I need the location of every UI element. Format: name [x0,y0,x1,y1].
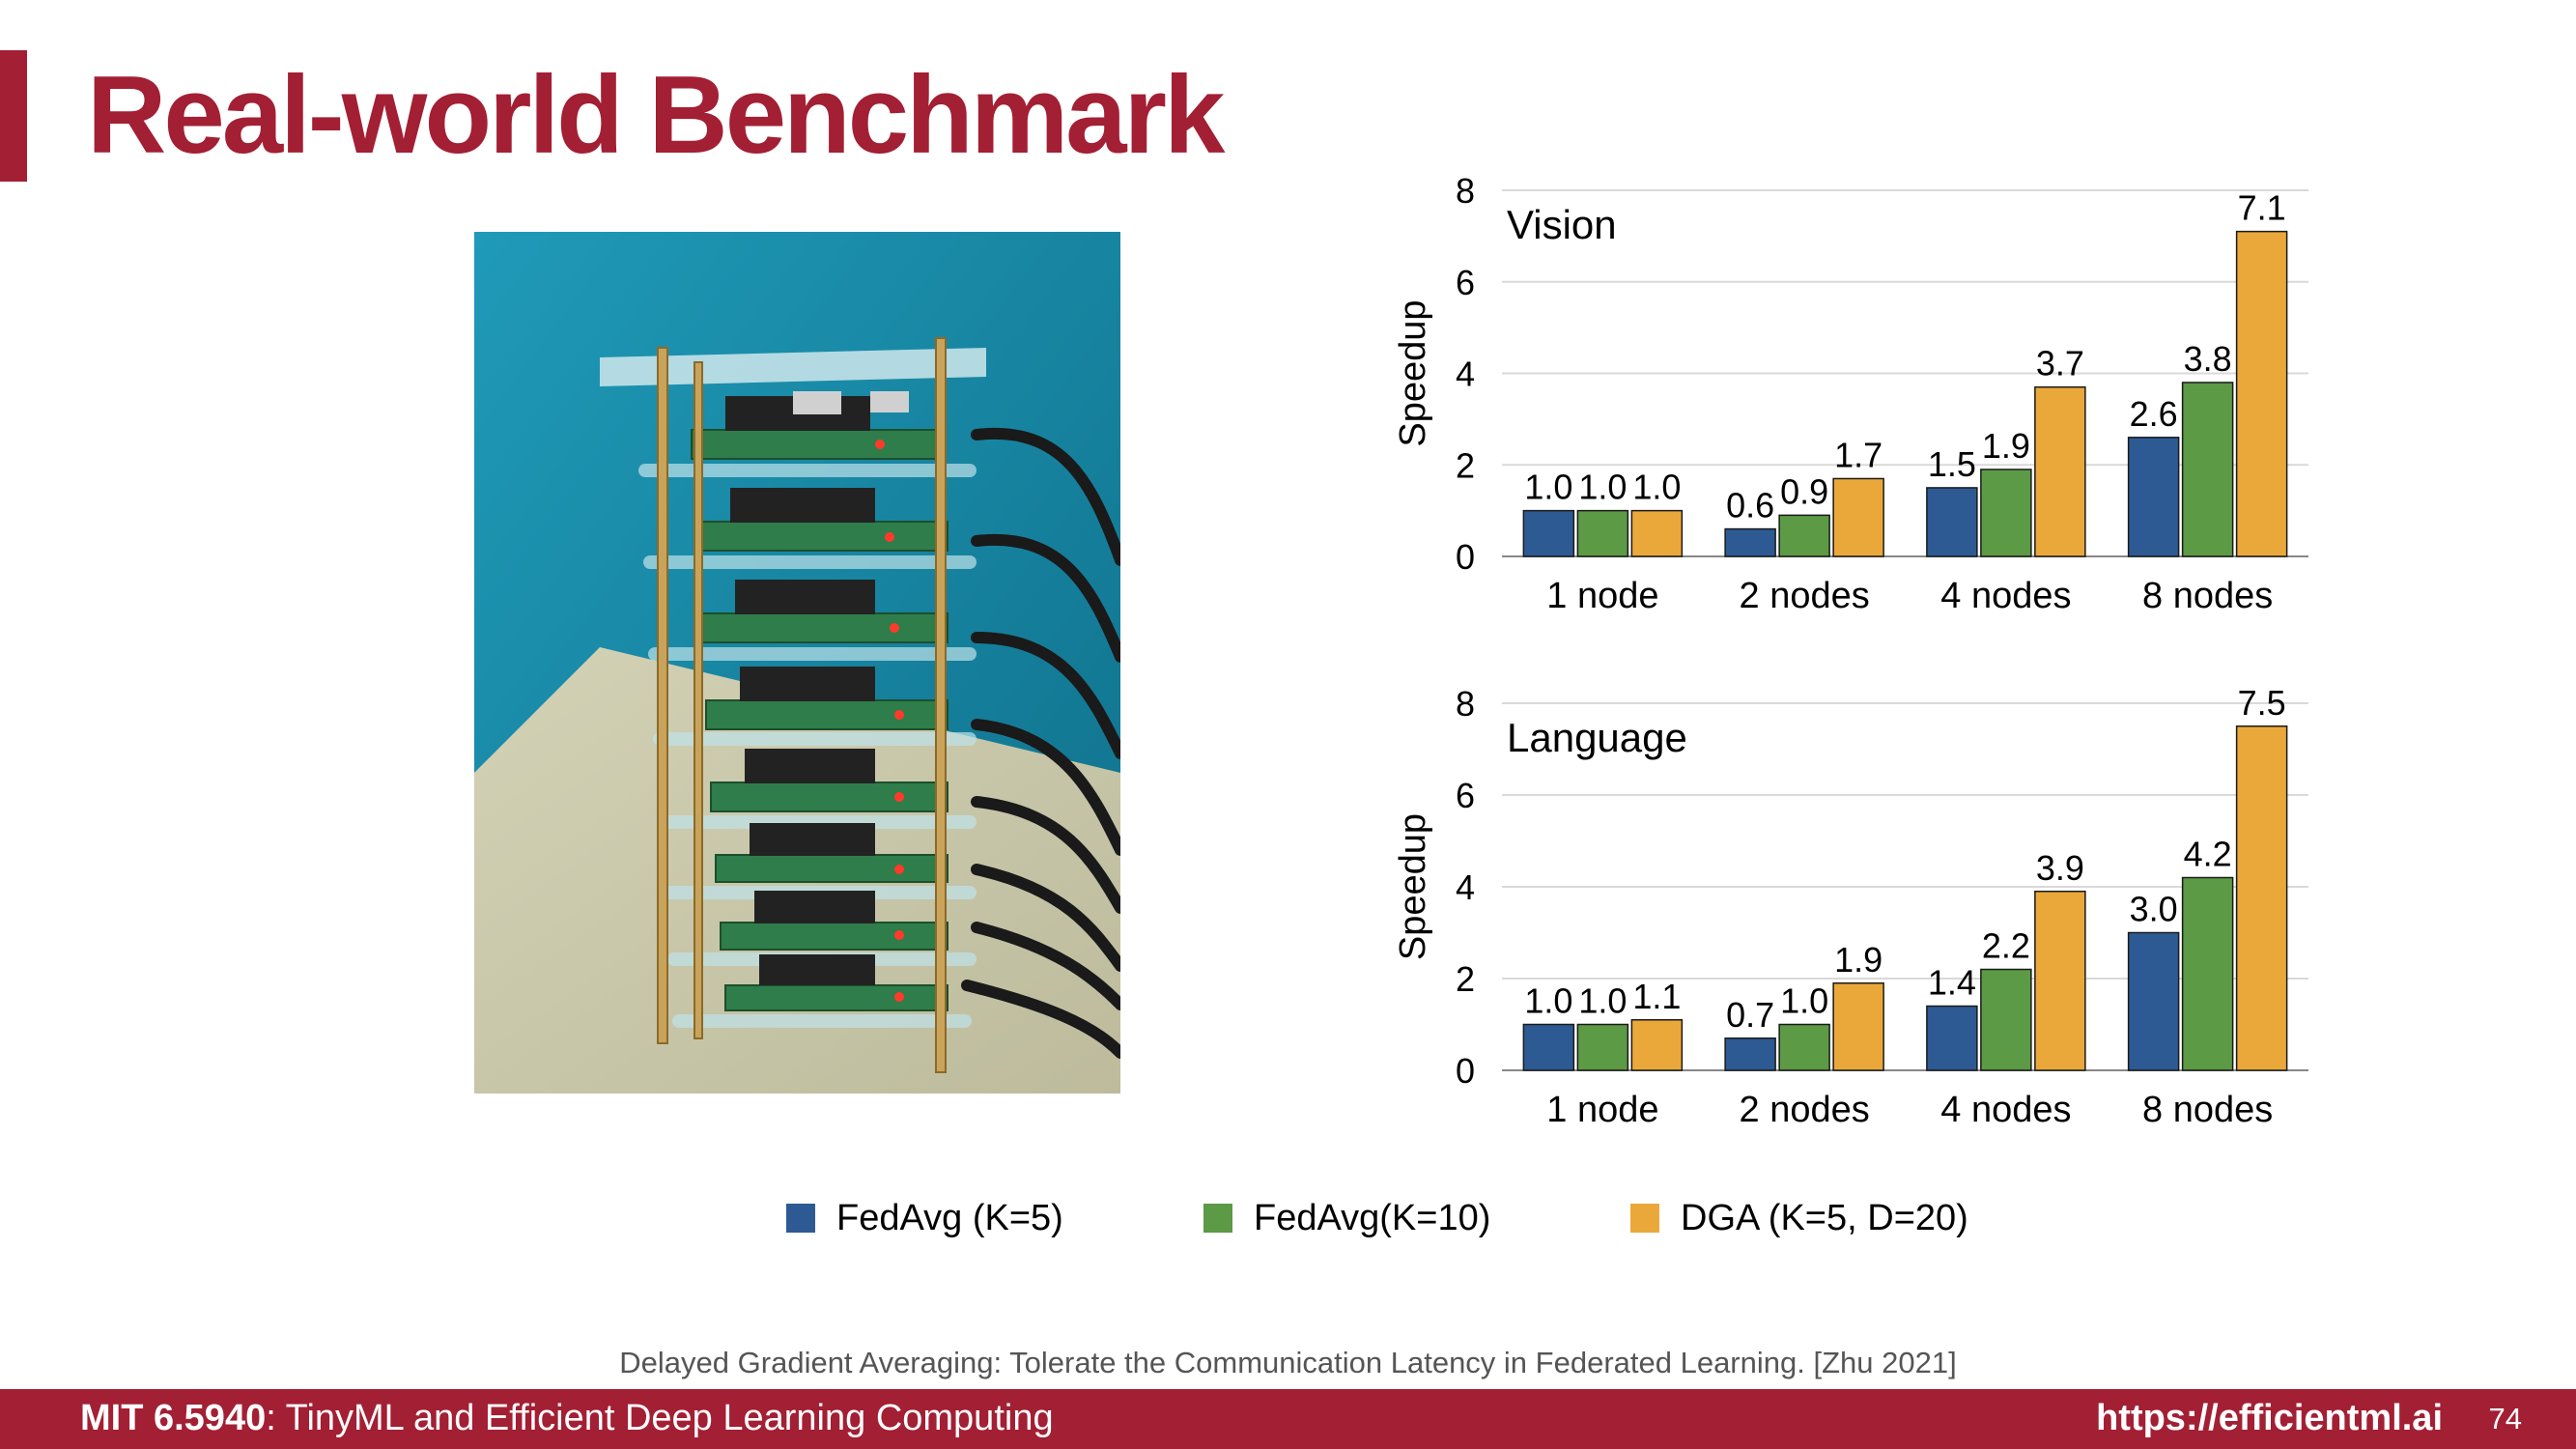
language-data-label: 1.9 [1834,940,1882,980]
vision-bar [1980,469,2032,557]
language-bar [1778,1023,1830,1071]
vision-data-label: 7.1 [2238,188,2286,228]
vision-xtick-label: 4 nodes [1940,576,2071,616]
vision-data-label: 1.9 [1982,426,2030,466]
vision-data-label: 0.6 [1726,486,1774,526]
vision-data-label: 1.0 [1578,468,1627,507]
vision-bar [1522,509,1575,557]
vision-data-label: 3.8 [2184,339,2232,379]
legend-swatch-dga [1630,1204,1659,1233]
footer-course: MIT 6.5940: TinyML and Efficient Deep Le… [80,1398,1054,1439]
legend-item-fedavg-k5: FedAvg (K=5) [786,1194,1063,1242]
vision-axes: 0 2 4 6 8 Speedup Vision 1 node 2 nodes 4 nodes 8 … [1393,171,2273,616]
vision-data-label: 1.0 [1524,468,1572,507]
vision-xtick-label: 8 nodes [2142,576,2273,616]
vision-data-label: 3.7 [2036,344,2084,384]
footer-course-code: MIT 6.5940 [80,1398,267,1438]
vision-bar [2235,230,2288,557]
language-xtick-label: 2 nodes [1740,1090,1870,1130]
vision-bar [1926,487,1978,557]
language-ytick-label: 8 [1456,684,1475,724]
vision-bar [2181,382,2234,557]
vision-data-label: 2.6 [2130,394,2178,434]
language-data-label: 1.0 [1780,981,1828,1021]
vision-ylabel: Speedup [1393,299,1433,446]
language-chart-title: Language [1507,715,1687,760]
vision-bar [1832,477,1884,557]
vision-ytick-label: 4 [1456,355,1475,394]
vision-data-label: 1.0 [1632,468,1681,507]
legend-item-dga: DGA (K=5, D=20) [1630,1194,1968,1242]
language-data-label: 1.0 [1578,981,1627,1021]
vision-chart-title: Vision [1507,202,1617,247]
language-ytick-label: 0 [1456,1051,1475,1091]
vision-gridlines [1502,189,2308,557]
vision-bar [2127,437,2180,557]
vision-xtick-label: 1 node [1546,576,1658,616]
language-data-label: 3.9 [2036,848,2084,888]
language-bar [1724,1037,1776,1071]
language-labels: 1.0 1.0 1.1 0.7 1.01.91.42.23.93.04.27.5 [1524,683,2285,1035]
footer-bar: MIT 6.5940: TinyML and Efficient Deep Le… [0,1389,2576,1449]
language-bar [1576,1023,1629,1071]
language-ylabel: Speedup [1393,813,1433,960]
legend: FedAvg (K=5) FedAvg(K=10) DGA (K=5, D=20… [0,1194,2576,1242]
vision-data-label: 1.5 [1928,444,1976,484]
vision-ytick-label: 0 [1456,537,1475,577]
vision-data-label: 1.7 [1834,435,1882,474]
raspberry-pi-cluster-photo-icon [474,232,1120,1094]
vision-ytick-label: 2 [1456,445,1475,485]
cluster-photo [474,232,1120,1094]
language-data-label: 1.1 [1632,977,1681,1016]
language-data-label: 1.0 [1524,981,1572,1021]
language-axes: 0 2 4 6 8 Speedup Language 1 node 2 nodes 4 nodes… [1393,684,2273,1130]
legend-swatch-fedavg-k10 [1203,1204,1232,1233]
legend-label-fedavg-k5: FedAvg (K=5) [836,1197,1063,1238]
language-bar [2235,725,2288,1071]
citation: Delayed Gradient Averaging: Tolerate the… [619,1346,1957,1379]
language-data-label: 1.4 [1928,963,1976,1003]
vision-bar [1630,509,1684,557]
language-gridlines [1502,702,2308,1071]
title-accent-bar [0,50,27,182]
language-data-label: 3.0 [2130,890,2178,929]
language-bar [1926,1005,1978,1071]
footer-course-name: : TinyML and Efficient Deep Learning Com… [266,1398,1054,1438]
language-data-label: 0.7 [1726,995,1774,1035]
legend-label-fedavg-k10: FedAvg(K=10) [1254,1197,1491,1238]
legend-swatch-fedavg-k5 [786,1204,815,1233]
vision-bar [2034,385,2086,557]
vision-xtick-label: 2 nodes [1740,576,1870,616]
language-xtick-label: 1 node [1546,1090,1658,1130]
language-data-label: 4.2 [2184,835,2232,874]
legend-label-dga: DGA (K=5, D=20) [1681,1197,1968,1238]
language-ytick-label: 2 [1456,959,1475,999]
vision-labels: 1.0 1.0 1.0 0.6 0.91.7 1.5 1.93.72.63.87.1 [1524,188,2285,526]
language-data-label: 2.2 [1982,926,2030,966]
language-ytick-label: 4 [1456,867,1475,907]
slide-title: Real-world Benchmark [87,54,1225,177]
language-bar [1980,968,2032,1071]
language-bar [2034,891,2086,1071]
language-bar [1832,982,1884,1071]
legend-item-fedavg-k10: FedAvg(K=10) [1203,1194,1490,1242]
vision-bar [1778,514,1830,557]
vision-ytick-label: 8 [1456,171,1475,211]
page-number: 74 [2488,1402,2522,1435]
language-data-label: 7.5 [2238,683,2286,723]
vision-ytick-label: 6 [1456,263,1475,302]
language-bars [1522,725,2288,1071]
language-xtick-label: 8 nodes [2142,1090,2273,1130]
language-bar [1630,1019,1684,1071]
language-bar [2127,931,2180,1071]
vision-bar [1576,509,1629,557]
footer-url-link[interactable]: https://efficientml.ai [2096,1398,2443,1438]
language-bar [2181,876,2234,1071]
vision-data-label: 0.9 [1780,471,1828,511]
language-ytick-label: 6 [1456,776,1475,815]
language-bar [1522,1023,1575,1071]
vision-bar [1724,527,1776,557]
language-xtick-label: 4 nodes [1940,1090,2071,1130]
vision-bars [1522,230,2288,557]
